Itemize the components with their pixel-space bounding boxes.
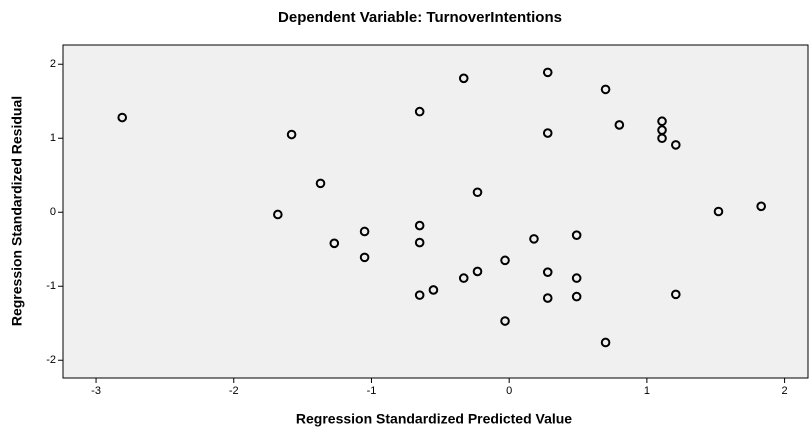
point <box>529 234 539 244</box>
point <box>359 226 370 237</box>
x-tick-label: -3 <box>91 385 101 397</box>
point <box>671 140 681 150</box>
y-tick-label: 1 <box>50 132 56 144</box>
point <box>657 116 667 127</box>
x-tick-label: -2 <box>229 385 239 397</box>
point <box>571 291 582 302</box>
point <box>542 293 553 303</box>
point <box>472 187 483 198</box>
point <box>273 209 283 220</box>
point <box>657 133 667 144</box>
point <box>286 129 297 140</box>
point <box>571 230 582 240</box>
point <box>500 316 510 326</box>
point <box>472 266 483 277</box>
y-axis-title: Regression Standardized Residual <box>9 96 25 326</box>
point <box>600 337 611 348</box>
point <box>315 178 326 189</box>
y-tick-label: 0 <box>50 206 56 218</box>
point <box>713 206 724 217</box>
point <box>542 267 553 277</box>
x-tick-label: 2 <box>782 385 788 397</box>
point <box>458 273 469 283</box>
point <box>117 112 128 123</box>
point <box>500 255 510 266</box>
point <box>671 289 681 300</box>
x-axis-title: Regression Standardized Predicted Value <box>296 411 572 427</box>
y-tick-label: -1 <box>46 280 56 292</box>
chart-title: Dependent Variable: TurnoverIntentions <box>278 9 562 26</box>
point <box>614 120 625 130</box>
y-tick-label: 2 <box>50 58 56 70</box>
point <box>329 238 340 249</box>
point <box>542 128 553 138</box>
point <box>458 73 469 84</box>
point <box>414 237 425 248</box>
point <box>359 252 370 263</box>
point <box>414 106 425 117</box>
x-tick-label: -1 <box>367 385 377 397</box>
y-tick-label: -2 <box>46 354 56 366</box>
point <box>414 220 425 231</box>
x-tick-label: 1 <box>644 385 650 397</box>
point <box>428 285 439 295</box>
point <box>542 67 553 78</box>
point <box>756 201 766 212</box>
x-tick-label: 0 <box>506 385 512 397</box>
point <box>571 273 582 283</box>
point <box>414 290 425 300</box>
plot-area <box>62 44 809 379</box>
point <box>600 84 611 95</box>
